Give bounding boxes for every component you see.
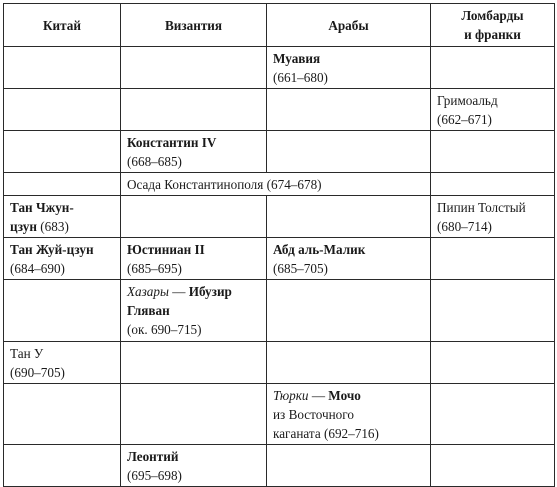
cell-khazars: Хазары — Ибузир Гляван (ок. 690–715)	[120, 279, 267, 342]
header-lombards-line1: Ломбарды	[461, 8, 524, 23]
ruler-years: (680–714)	[437, 219, 492, 234]
table-row: Тан У (690–705)	[3, 341, 555, 384]
ruler-name: Леонтий	[127, 449, 179, 464]
cell-abd-al-malik: Абд аль-Малик (685–705)	[266, 237, 431, 280]
ruler-origin-line2: каганата (692–716)	[273, 426, 379, 441]
header-lombards-franks: Ломбарды и франки	[430, 3, 555, 47]
cell-justinian: Юстиниан II (685–695)	[120, 237, 267, 280]
table-cell-empty	[120, 88, 267, 131]
table-cell-empty	[3, 383, 121, 445]
ruler-origin-line1: из Восточного	[273, 407, 354, 422]
table-cell-empty	[430, 172, 555, 196]
ruler-years: (685–695)	[127, 261, 182, 276]
table-cell-empty	[430, 130, 555, 173]
header-china: Китай	[3, 3, 121, 47]
table-cell-empty	[3, 279, 121, 342]
table-row: Тан Чжун- цзун (683) Пипин Толстый (680–…	[3, 195, 555, 238]
table-row: Тан Жуй-цзун (684–690) Юстиниан II (685–…	[3, 237, 555, 280]
table-cell-empty	[430, 279, 555, 342]
table-cell-empty	[430, 383, 555, 445]
table-row: Муавия (661–680)	[3, 46, 555, 89]
cell-turks: Тюрки — Мочо из Восточного каганата (692…	[266, 383, 431, 445]
table-cell-empty	[266, 341, 431, 384]
ruler-years: (668–685)	[127, 154, 182, 169]
ruler-years: (662–671)	[437, 112, 492, 127]
table-cell-empty	[266, 195, 431, 238]
table-cell-empty	[120, 383, 267, 445]
ruler-name: Юстиниан II	[127, 242, 205, 257]
dash: —	[308, 388, 329, 403]
table-cell-empty	[430, 46, 555, 89]
ruler-years: (ок. 690–715)	[127, 322, 202, 337]
cell-muawiya: Муавия (661–680)	[266, 46, 431, 89]
people-name: Тюрки	[273, 388, 309, 403]
ruler-name-line1: Тан Чжун-	[10, 200, 74, 215]
table-row: Константин IV (668–685)	[3, 130, 555, 173]
cell-constantine: Константин IV (668–685)	[120, 130, 267, 173]
ruler-name-line2: цзун	[10, 219, 37, 234]
header-byzantium: Византия	[120, 3, 267, 47]
table-cell-empty	[3, 46, 121, 89]
ruler-name: Гримоальд	[437, 93, 498, 108]
ruler-years: (683)	[40, 219, 69, 234]
dash: —	[168, 284, 189, 299]
ruler-name: Пипин Толстый	[437, 200, 526, 215]
table-row: Гримоальд (662–671)	[3, 88, 555, 131]
ruler-name: Тан У	[10, 346, 44, 361]
table-cell-empty	[266, 130, 431, 173]
ruler-name: Тан Жуй-цзун	[10, 242, 94, 257]
table-row: Хазары — Ибузир Гляван (ок. 690–715)	[3, 279, 555, 342]
ruler-years: (690–705)	[10, 365, 65, 380]
ruler-name: Мочо	[328, 388, 361, 403]
table-cell-empty	[3, 172, 121, 196]
table-cell-empty	[266, 444, 431, 487]
ruler-name: Муавия	[273, 51, 321, 66]
table-row: Леонтий (695–698)	[3, 444, 555, 487]
people-name: Хазары	[127, 284, 169, 299]
ruler-name-line2: Гляван	[127, 303, 170, 318]
ruler-name: Константин IV	[127, 135, 217, 150]
cell-tan-u: Тан У (690–705)	[3, 341, 121, 384]
header-row: Китай Византия Арабы Ломбарды и франки	[3, 3, 555, 47]
cell-tan-zhun: Тан Чжун- цзун (683)	[3, 195, 121, 238]
table-cell-empty	[430, 237, 555, 280]
table-cell-empty	[430, 341, 555, 384]
header-lombards-line2: и франки	[464, 27, 521, 42]
table-row: Осада Константинополя (674–678)	[3, 172, 555, 196]
ruler-years: (685–705)	[273, 261, 328, 276]
table-cell-empty	[120, 46, 267, 89]
chronology-table: Китай Византия Арабы Ломбарды и франки М…	[3, 3, 555, 487]
table-cell-empty	[266, 279, 431, 342]
cell-grimoald: Гримоальд (662–671)	[430, 88, 555, 131]
ruler-years: (661–680)	[273, 70, 328, 85]
header-arabs: Арабы	[266, 3, 431, 47]
cell-pippin: Пипин Толстый (680–714)	[430, 195, 555, 238]
table-cell-empty	[120, 341, 267, 384]
table-cell-empty	[120, 195, 267, 238]
cell-leontius: Леонтий (695–698)	[120, 444, 267, 487]
table-cell-empty	[266, 88, 431, 131]
ruler-years: (695–698)	[127, 468, 182, 483]
table-row: Тюрки — Мочо из Восточного каганата (692…	[3, 383, 555, 445]
table-cell-empty	[3, 130, 121, 173]
ruler-years: (684–690)	[10, 261, 65, 276]
ruler-name: Абд аль-Малик	[273, 242, 366, 257]
cell-tan-zhui: Тан Жуй-цзун (684–690)	[3, 237, 121, 280]
cell-siege-of-constantinople: Осада Константинополя (674–678)	[120, 172, 431, 196]
table-cell-empty	[430, 444, 555, 487]
ruler-name-line1: Ибузир	[188, 284, 232, 299]
table-cell-empty	[3, 444, 121, 487]
table-cell-empty	[3, 88, 121, 131]
